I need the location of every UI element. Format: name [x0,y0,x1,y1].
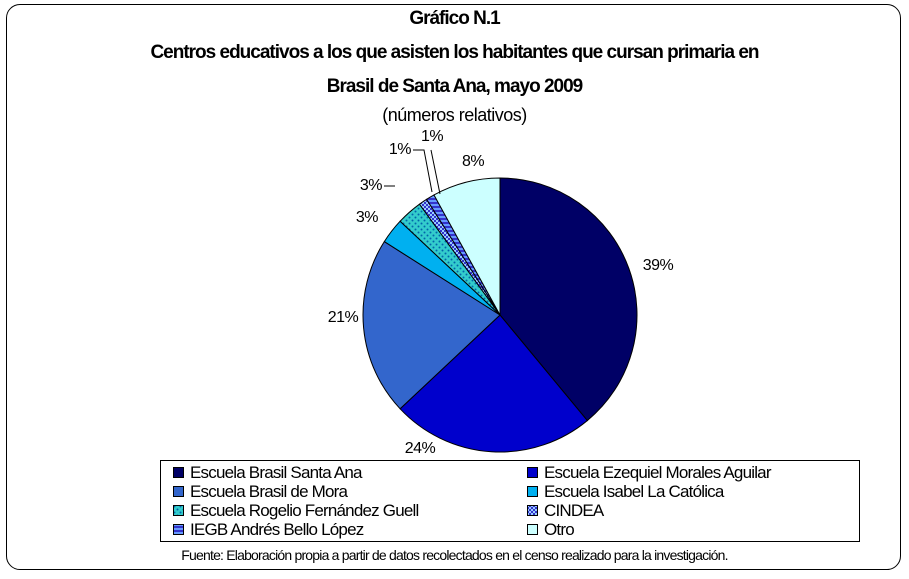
legend-label-2: Escuela Ezequiel Morales Aguilar [544,462,772,482]
pie-slice-8 [433,177,501,316]
legend-swatch-3 [173,486,184,497]
legend-label-5: Escuela Rogelio Fernández Guell [190,500,419,520]
legend-label-7: IEGB Andrés Bello López [190,519,364,539]
legend-label-8: Otro [544,519,575,539]
legend-item-2: Escuela Ezequiel Morales Aguilar [527,462,772,482]
pie-slice-2 [399,314,589,453]
legend-swatch-4 [527,486,538,497]
data-label-5: 3% [360,177,382,194]
chart-title-line-3: Brasil de Santa Ana, mayo 2009 [326,76,583,97]
data-label-8: 8% [462,153,484,170]
leader-line-6 [413,149,433,193]
legend-item-1: Escuela Brasil Santa Ana [173,462,363,482]
pie-slice-1 [499,177,638,422]
legend-item-5: Escuela Rogelio Fernández Guell [173,500,419,520]
data-label-3: 21% [328,309,359,326]
chart-source: Fuente: Elaboración propia a partir de d… [181,547,728,563]
data-label-2: 24% [405,440,436,457]
pie-slice-3 [362,240,501,410]
legend-item-6: CINDEA [527,500,604,520]
legend-label-6: CINDEA [544,500,604,520]
data-label-6: 1% [389,141,411,158]
legend-label-3: Escuela Brasil de Mora [190,481,348,501]
chart-title-line-1: Gráfico N.1 [409,8,500,29]
leader-line-7 [430,149,441,195]
legend-swatch-5 [173,505,184,516]
chart-title-line-2: Centros educativos a los que asisten los… [150,42,759,63]
data-label-1: 39% [643,257,674,274]
chart-subtitle: (números relativos) [382,105,527,125]
chart-frame [6,4,901,570]
legend-swatch-7 [173,524,184,535]
legend-item-7: IEGB Andrés Bello López [173,519,364,539]
legend-item-4: Escuela Isabel La Católica [527,482,724,501]
legend-item-8: Otro [527,519,575,539]
data-label-4: 3% [356,209,378,226]
legend-swatch-6 [527,505,538,516]
legend-swatch-1 [173,467,184,478]
legend-swatch-8 [527,524,538,535]
legend-swatch-2 [527,467,538,478]
chart-legend: Escuela Brasil Santa Ana Escuela Ezequiel… [160,460,860,542]
data-label-7: 1% [421,128,443,145]
legend-item-3: Escuela Brasil de Mora [173,481,348,501]
legend-label-4: Escuela Isabel La Católica [544,481,724,501]
legend-label-1: Escuela Brasil Santa Ana [190,462,363,482]
